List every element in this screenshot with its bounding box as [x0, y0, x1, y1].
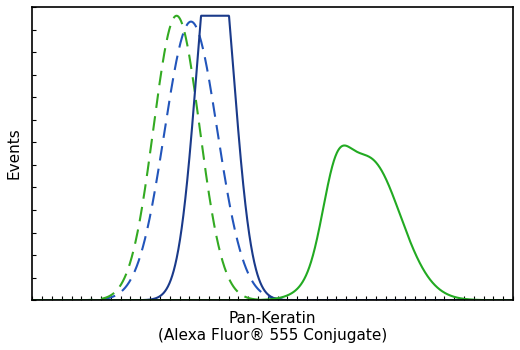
X-axis label: Pan-Keratin
(Alexa Fluor® 555 Conjugate): Pan-Keratin (Alexa Fluor® 555 Conjugate): [158, 311, 387, 343]
Y-axis label: Events: Events: [7, 128, 22, 180]
